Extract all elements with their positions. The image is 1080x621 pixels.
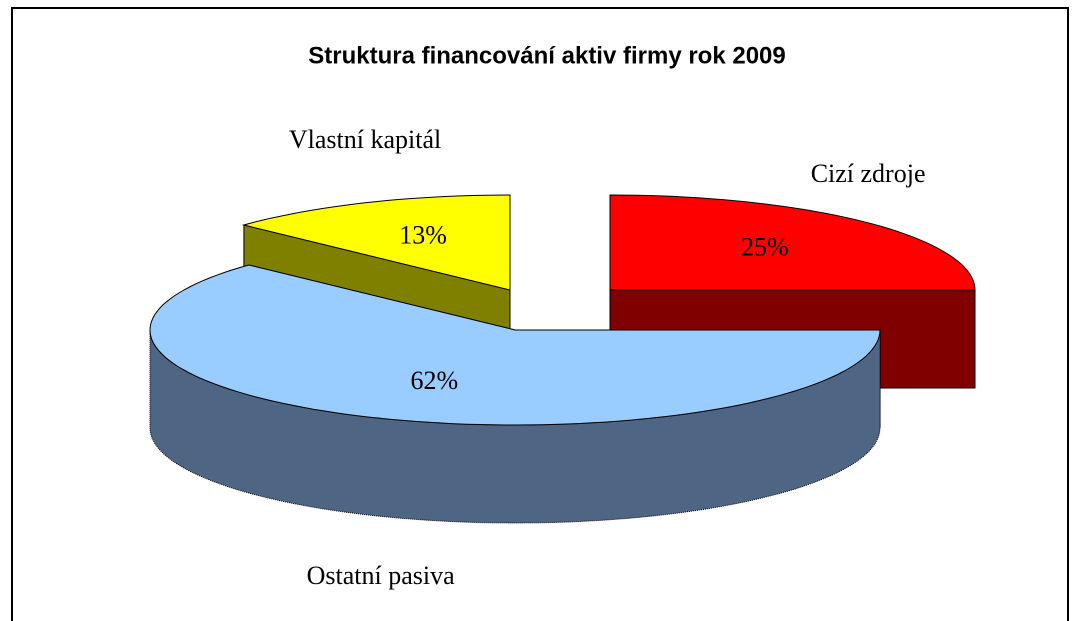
category-label: Vlastní kapitál <box>289 125 441 154</box>
pie-slice <box>149 264 881 524</box>
slice-top <box>609 194 976 291</box>
chart-title: Struktura financování aktiv firmy rok 20… <box>308 42 786 69</box>
slice-top <box>241 194 511 291</box>
data-label: 13% <box>399 221 447 250</box>
data-label: 25% <box>741 233 789 262</box>
slice-top <box>149 264 881 426</box>
data-label: 62% <box>411 366 459 395</box>
pie: 25% Cizí zdroje 62% Ostatní pasiva 13% Vlastn… <box>149 125 976 590</box>
category-label: Ostatní pasiva <box>307 561 455 590</box>
slice-side <box>149 329 881 524</box>
category-label: Cizí zdroje <box>811 159 926 188</box>
